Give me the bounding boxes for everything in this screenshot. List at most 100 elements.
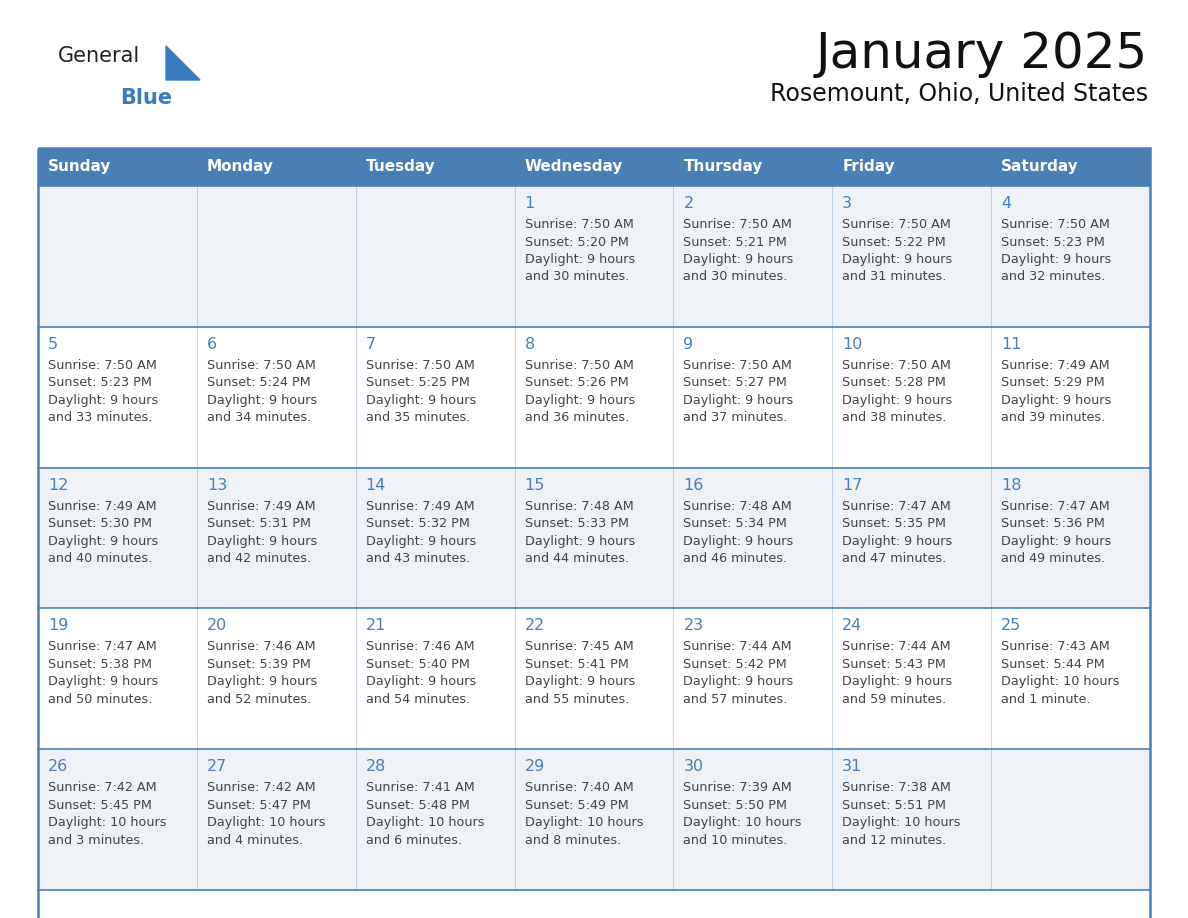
Text: and 6 minutes.: and 6 minutes. [366, 834, 462, 846]
Text: and 31 minutes.: and 31 minutes. [842, 271, 947, 284]
Text: 12: 12 [48, 477, 69, 493]
Text: Sunset: 5:42 PM: Sunset: 5:42 PM [683, 658, 788, 671]
Text: Sunset: 5:43 PM: Sunset: 5:43 PM [842, 658, 946, 671]
Text: Sunrise: 7:44 AM: Sunrise: 7:44 AM [842, 641, 950, 654]
Text: and 8 minutes.: and 8 minutes. [525, 834, 621, 846]
Text: Daylight: 10 hours: Daylight: 10 hours [207, 816, 326, 829]
Text: Saturday: Saturday [1001, 160, 1079, 174]
Text: Sunrise: 7:49 AM: Sunrise: 7:49 AM [48, 499, 157, 512]
Text: 23: 23 [683, 619, 703, 633]
Text: Sunset: 5:32 PM: Sunset: 5:32 PM [366, 517, 469, 530]
Text: and 54 minutes.: and 54 minutes. [366, 693, 470, 706]
Text: Sunrise: 7:48 AM: Sunrise: 7:48 AM [683, 499, 792, 512]
Bar [38, 467, 1150, 609]
Text: 10: 10 [842, 337, 862, 352]
Text: and 49 minutes.: and 49 minutes. [1001, 552, 1105, 565]
Text: and 47 minutes.: and 47 minutes. [842, 552, 947, 565]
Text: and 42 minutes.: and 42 minutes. [207, 552, 311, 565]
Bar [38, 609, 1150, 749]
Text: Tuesday: Tuesday [366, 160, 436, 174]
Text: 27: 27 [207, 759, 227, 774]
Text: Daylight: 9 hours: Daylight: 9 hours [525, 253, 634, 266]
Text: Daylight: 9 hours: Daylight: 9 hours [525, 534, 634, 548]
Text: 24: 24 [842, 619, 862, 633]
Text: Daylight: 9 hours: Daylight: 9 hours [683, 394, 794, 407]
Text: and 36 minutes.: and 36 minutes. [525, 411, 628, 424]
Text: Sunset: 5:30 PM: Sunset: 5:30 PM [48, 517, 152, 530]
Text: Monday: Monday [207, 160, 274, 174]
Text: Sunset: 5:44 PM: Sunset: 5:44 PM [1001, 658, 1105, 671]
Text: Sunrise: 7:41 AM: Sunrise: 7:41 AM [366, 781, 474, 794]
Text: 22: 22 [525, 619, 545, 633]
Text: and 30 minutes.: and 30 minutes. [683, 271, 788, 284]
Text: Sunrise: 7:50 AM: Sunrise: 7:50 AM [842, 359, 952, 372]
Text: Daylight: 10 hours: Daylight: 10 hours [683, 816, 802, 829]
Text: Sunset: 5:27 PM: Sunset: 5:27 PM [683, 376, 788, 389]
Text: and 32 minutes.: and 32 minutes. [1001, 271, 1105, 284]
Text: Sunset: 5:45 PM: Sunset: 5:45 PM [48, 799, 152, 812]
Text: 3: 3 [842, 196, 852, 211]
Text: and 33 minutes.: and 33 minutes. [48, 411, 152, 424]
Text: Sunrise: 7:47 AM: Sunrise: 7:47 AM [48, 641, 157, 654]
Text: Sunrise: 7:42 AM: Sunrise: 7:42 AM [48, 781, 157, 794]
Text: Wednesday: Wednesday [525, 160, 623, 174]
Bar [38, 749, 1150, 890]
Text: Sunday: Sunday [48, 160, 112, 174]
Text: Sunset: 5:40 PM: Sunset: 5:40 PM [366, 658, 469, 671]
Text: Sunrise: 7:45 AM: Sunrise: 7:45 AM [525, 641, 633, 654]
Text: and 40 minutes.: and 40 minutes. [48, 552, 152, 565]
Text: Sunset: 5:21 PM: Sunset: 5:21 PM [683, 236, 788, 249]
Text: Daylight: 9 hours: Daylight: 9 hours [842, 676, 953, 688]
Text: Sunrise: 7:50 AM: Sunrise: 7:50 AM [683, 359, 792, 372]
Text: 18: 18 [1001, 477, 1022, 493]
Text: January 2025: January 2025 [816, 30, 1148, 78]
Text: Sunset: 5:35 PM: Sunset: 5:35 PM [842, 517, 947, 530]
Text: Sunset: 5:22 PM: Sunset: 5:22 PM [842, 236, 946, 249]
Text: Sunset: 5:47 PM: Sunset: 5:47 PM [207, 799, 311, 812]
Text: Daylight: 9 hours: Daylight: 9 hours [366, 534, 476, 548]
Text: Daylight: 9 hours: Daylight: 9 hours [683, 253, 794, 266]
Text: and 39 minutes.: and 39 minutes. [1001, 411, 1105, 424]
Text: Sunrise: 7:40 AM: Sunrise: 7:40 AM [525, 781, 633, 794]
Text: 19: 19 [48, 619, 69, 633]
Bar [38, 148, 1150, 918]
Text: 30: 30 [683, 759, 703, 774]
Text: Daylight: 9 hours: Daylight: 9 hours [842, 534, 953, 548]
Text: Sunset: 5:23 PM: Sunset: 5:23 PM [1001, 236, 1105, 249]
Text: Sunrise: 7:50 AM: Sunrise: 7:50 AM [1001, 218, 1110, 231]
Text: Sunset: 5:41 PM: Sunset: 5:41 PM [525, 658, 628, 671]
Text: Sunset: 5:25 PM: Sunset: 5:25 PM [366, 376, 469, 389]
Text: Sunrise: 7:50 AM: Sunrise: 7:50 AM [683, 218, 792, 231]
Text: and 1 minute.: and 1 minute. [1001, 693, 1091, 706]
Text: and 50 minutes.: and 50 minutes. [48, 693, 152, 706]
Text: and 37 minutes.: and 37 minutes. [683, 411, 788, 424]
Text: Blue: Blue [120, 88, 172, 108]
Text: Sunset: 5:23 PM: Sunset: 5:23 PM [48, 376, 152, 389]
Text: and 4 minutes.: and 4 minutes. [207, 834, 303, 846]
Text: 28: 28 [366, 759, 386, 774]
Text: 9: 9 [683, 337, 694, 352]
Text: Sunrise: 7:47 AM: Sunrise: 7:47 AM [842, 499, 952, 512]
Text: 15: 15 [525, 477, 545, 493]
Text: Sunset: 5:48 PM: Sunset: 5:48 PM [366, 799, 469, 812]
Text: Daylight: 9 hours: Daylight: 9 hours [1001, 253, 1112, 266]
Text: 26: 26 [48, 759, 68, 774]
Text: Sunrise: 7:50 AM: Sunrise: 7:50 AM [48, 359, 157, 372]
Text: Daylight: 10 hours: Daylight: 10 hours [366, 816, 485, 829]
Text: 11: 11 [1001, 337, 1022, 352]
Text: Daylight: 9 hours: Daylight: 9 hours [207, 534, 317, 548]
Text: Sunrise: 7:50 AM: Sunrise: 7:50 AM [525, 359, 633, 372]
Text: 25: 25 [1001, 619, 1022, 633]
Bar [38, 148, 1150, 186]
Text: Daylight: 9 hours: Daylight: 9 hours [207, 676, 317, 688]
Text: Sunrise: 7:39 AM: Sunrise: 7:39 AM [683, 781, 792, 794]
Text: and 55 minutes.: and 55 minutes. [525, 693, 628, 706]
Text: Daylight: 9 hours: Daylight: 9 hours [366, 676, 476, 688]
Text: 21: 21 [366, 619, 386, 633]
Text: Daylight: 9 hours: Daylight: 9 hours [48, 534, 158, 548]
Text: Daylight: 9 hours: Daylight: 9 hours [842, 253, 953, 266]
Text: 29: 29 [525, 759, 545, 774]
Text: and 3 minutes.: and 3 minutes. [48, 834, 144, 846]
Text: Sunrise: 7:49 AM: Sunrise: 7:49 AM [366, 499, 474, 512]
Text: 16: 16 [683, 477, 703, 493]
